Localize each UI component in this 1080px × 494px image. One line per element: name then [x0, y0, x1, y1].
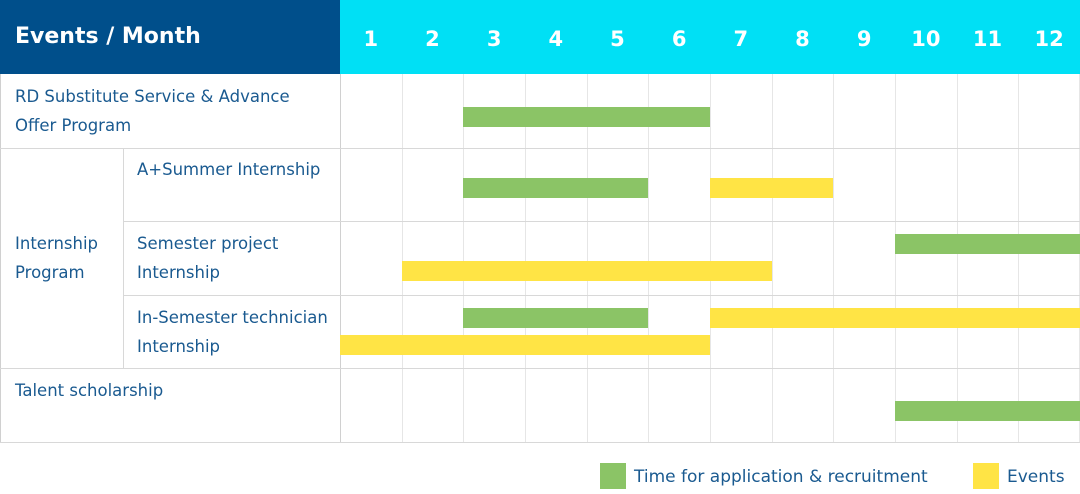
month-label: 1 — [363, 27, 379, 51]
row-label: A+Summer Internship — [137, 160, 321, 180]
month-label: 9 — [856, 27, 872, 51]
left-border — [0, 74, 1, 442]
month-label: 10 — [911, 27, 941, 51]
month-label: 11 — [972, 27, 1003, 51]
month-label: 2 — [425, 27, 440, 51]
month-gridline — [710, 74, 711, 442]
group-divider — [0, 442, 1080, 443]
bar-events — [401, 261, 772, 282]
month-label: 12 — [1034, 27, 1064, 51]
month-gridline — [771, 74, 773, 442]
month-gridline — [833, 74, 835, 442]
month-gridline — [340, 74, 341, 442]
row-label: In-Semester technician Internship — [137, 307, 328, 356]
month-gridline — [956, 74, 958, 442]
subdivider — [123, 147, 124, 369]
bar-events — [710, 177, 834, 198]
month-gridline — [401, 74, 403, 442]
group-label: Talent scholarship — [15, 381, 164, 401]
group-label: Internship Program — [15, 234, 99, 282]
bar-application — [463, 177, 649, 198]
month-label: 4 — [548, 27, 564, 51]
month-gridline — [895, 74, 896, 442]
bar-events — [340, 334, 710, 355]
group-divider — [0, 147, 1080, 149]
month-header: 1 2 3 4 5 6 7 8 9 10 11 12 — [340, 0, 1080, 74]
month-label: 3 — [486, 27, 502, 51]
month-label: 5 — [610, 27, 625, 51]
group-label: RD Substitute Service & Advance Offer Pr… — [15, 86, 290, 135]
legend-label-events: Events — [1007, 467, 1065, 487]
legend-swatch-events — [973, 463, 999, 489]
month-gridline — [1018, 74, 1020, 442]
bar-application — [463, 307, 649, 328]
group-divider — [0, 368, 1080, 370]
row-divider — [123, 221, 1080, 223]
month-gridline — [648, 74, 650, 442]
chart-title: Events / Month — [0, 0, 340, 74]
month-label: 7 — [733, 27, 749, 51]
month-gridline — [586, 74, 588, 442]
row-label: Semester project Internship — [137, 234, 279, 282]
legend-label-application: Time for application & recruitment — [634, 467, 928, 487]
bar-application — [895, 401, 1080, 422]
bar-events — [710, 307, 1080, 328]
month-gridline — [463, 74, 465, 442]
legend-swatch-application — [600, 463, 626, 489]
bar-application — [895, 234, 1080, 255]
month-gridline — [525, 74, 526, 442]
row-divider — [123, 294, 1080, 296]
month-label: 8 — [795, 27, 810, 51]
bar-application — [463, 107, 710, 127]
month-label: 6 — [671, 27, 687, 51]
